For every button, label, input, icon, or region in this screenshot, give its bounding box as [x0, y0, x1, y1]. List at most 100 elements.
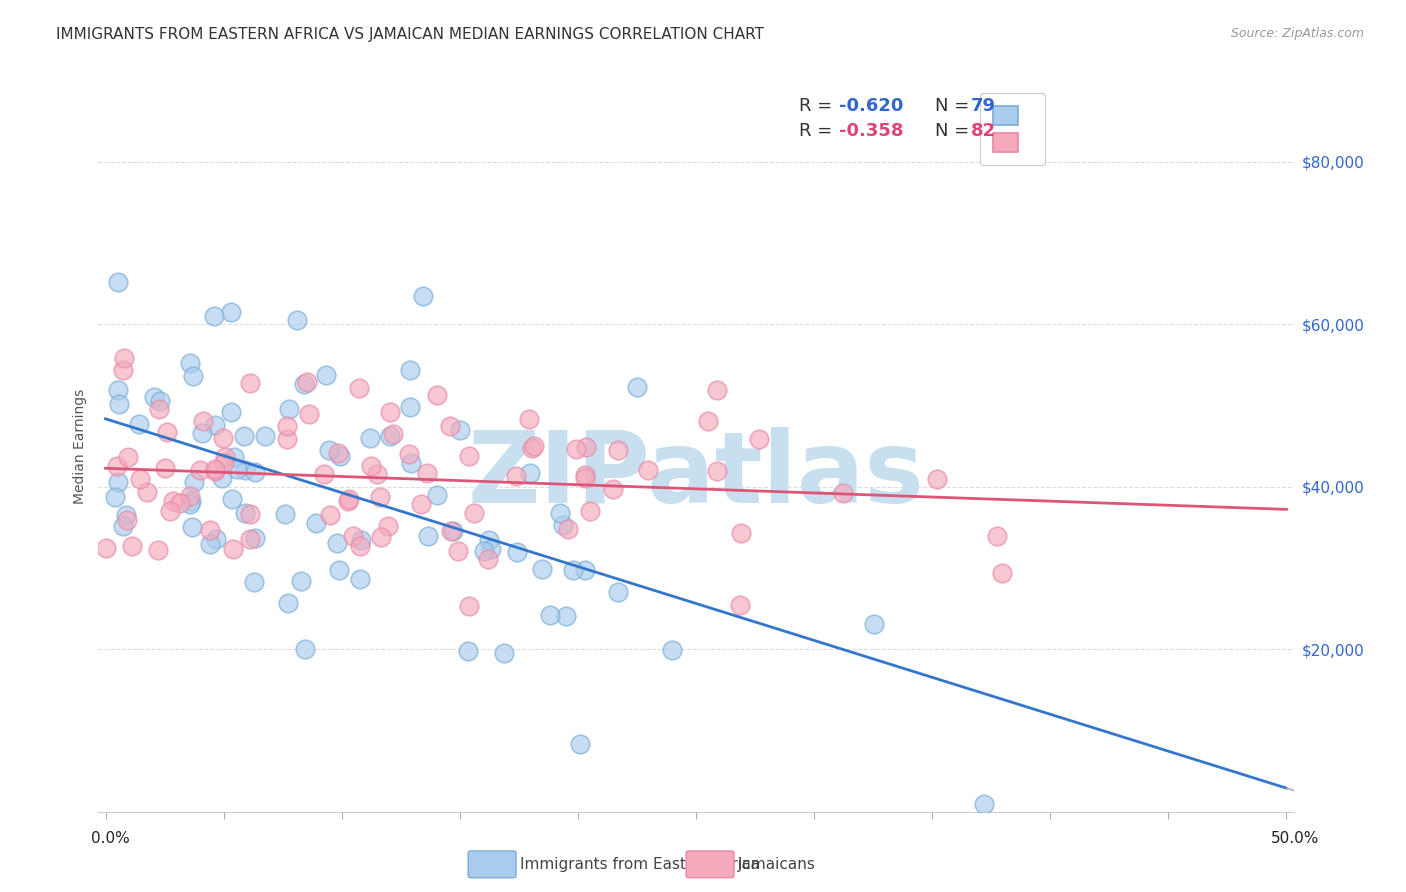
Point	[986, 529, 1008, 543]
Point	[401, 456, 423, 470]
Point	[214, 456, 236, 470]
Text: Immigrants from Eastern Africa: Immigrants from Eastern Africa	[520, 857, 761, 871]
Point	[142, 390, 165, 404]
Point	[117, 450, 139, 464]
Point	[555, 609, 578, 624]
Point	[107, 275, 129, 289]
Point	[350, 533, 373, 548]
Point	[277, 596, 299, 610]
Point	[243, 574, 266, 589]
Point	[506, 545, 529, 559]
Point	[274, 507, 297, 521]
Point	[155, 460, 177, 475]
Point	[349, 572, 371, 586]
Point	[188, 463, 211, 477]
Point	[214, 450, 236, 465]
Text: R =: R =	[799, 97, 838, 115]
Point	[522, 441, 544, 455]
Point	[326, 536, 349, 550]
Point	[319, 508, 342, 523]
Point	[366, 467, 388, 481]
Point	[294, 642, 316, 657]
Point	[96, 541, 118, 555]
Point	[312, 467, 335, 482]
Point	[398, 401, 420, 415]
Point	[219, 305, 242, 319]
Point	[305, 516, 328, 530]
Point	[112, 363, 135, 377]
Point	[474, 544, 496, 558]
Point	[239, 508, 262, 522]
Point	[204, 418, 226, 433]
Point	[292, 377, 315, 392]
Point	[368, 490, 391, 504]
Point	[426, 388, 449, 402]
Point	[135, 485, 157, 500]
Point	[548, 506, 571, 520]
Point	[553, 518, 575, 533]
Point	[706, 464, 728, 478]
Point	[441, 524, 464, 539]
Point	[457, 449, 479, 463]
Point	[105, 459, 128, 474]
Point	[198, 537, 221, 551]
Point	[706, 384, 728, 398]
Point	[149, 393, 172, 408]
Point	[606, 585, 628, 599]
Point	[162, 493, 184, 508]
Point	[457, 599, 479, 614]
Point	[411, 497, 433, 511]
Point	[239, 532, 262, 546]
Point	[569, 737, 592, 751]
Point	[159, 503, 181, 517]
Point	[115, 513, 138, 527]
Point	[180, 493, 202, 508]
Point	[557, 522, 579, 536]
Point	[349, 539, 371, 553]
Point	[748, 432, 770, 446]
Point	[426, 488, 449, 502]
Point	[378, 428, 401, 442]
Point	[179, 489, 201, 503]
Point	[370, 530, 392, 544]
Point	[232, 429, 254, 443]
Text: -0.358: -0.358	[839, 122, 904, 140]
Point	[121, 539, 143, 553]
Point	[224, 450, 246, 464]
Point	[564, 442, 586, 456]
Point	[179, 356, 201, 370]
Point	[505, 469, 527, 483]
Point	[243, 531, 266, 545]
Point	[440, 524, 463, 538]
Text: R =: R =	[799, 122, 838, 140]
Point	[112, 351, 135, 365]
Point	[107, 383, 129, 397]
Point	[342, 529, 364, 543]
Text: 79: 79	[972, 97, 995, 115]
Point	[696, 413, 718, 427]
Point	[148, 402, 170, 417]
Text: N =: N =	[935, 122, 974, 140]
Point	[478, 533, 501, 547]
Point	[447, 544, 470, 558]
Point	[243, 465, 266, 479]
Point	[204, 462, 226, 476]
Point	[378, 404, 401, 418]
Point	[204, 532, 226, 546]
Point	[626, 379, 648, 393]
Point	[477, 552, 499, 566]
Point	[181, 519, 204, 533]
Point	[973, 797, 995, 811]
Point	[326, 445, 349, 459]
Point	[607, 442, 630, 457]
Point	[463, 507, 485, 521]
Point	[179, 497, 201, 511]
Point	[637, 463, 659, 477]
Point	[112, 518, 135, 533]
Point	[107, 397, 129, 411]
Text: -0.620: -0.620	[839, 97, 904, 115]
Point	[128, 472, 150, 486]
Point	[114, 508, 136, 522]
Point	[128, 417, 150, 432]
Point	[107, 475, 129, 490]
